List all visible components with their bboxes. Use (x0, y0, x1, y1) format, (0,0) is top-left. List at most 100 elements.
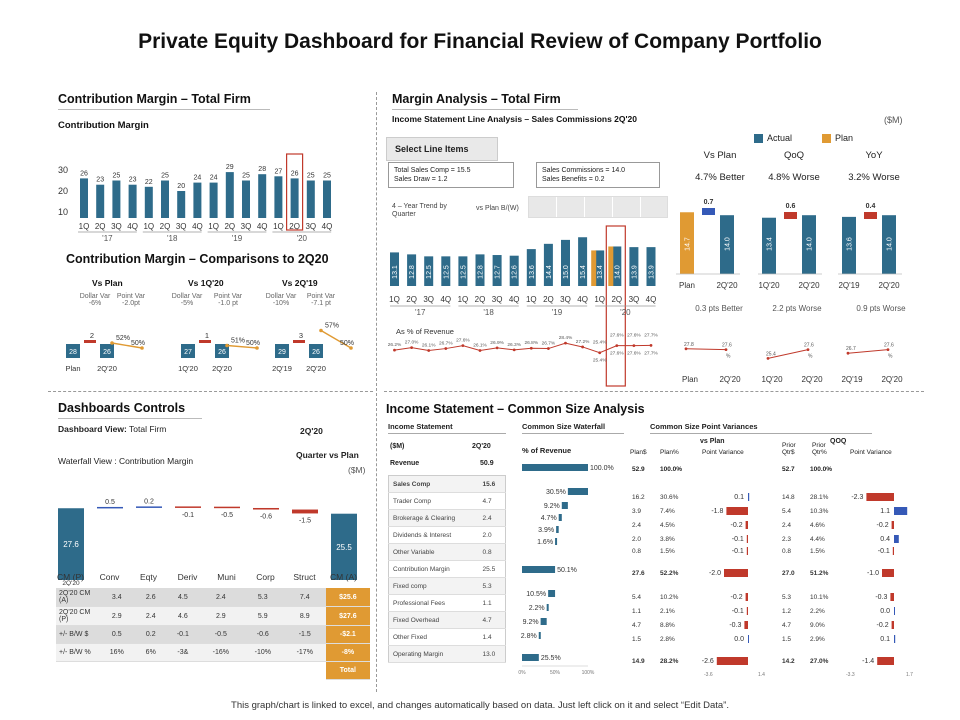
mini-pct-line (685, 348, 727, 351)
dashboard-view: Dashboard View: Total Firm (58, 424, 166, 434)
is-row-label: Operating Margin (388, 645, 479, 663)
cm-ytick: 30 (58, 165, 68, 175)
pct-label-top: 27.6% (627, 333, 641, 339)
is-row-label: Fixed Overhead (388, 611, 479, 629)
cm-xtick: 1Q (208, 222, 219, 231)
sc-bar-label: 15.0 (563, 265, 570, 279)
cmp-xtick: Plan (65, 364, 80, 373)
pv-qoq-label: -0.2 (877, 522, 889, 529)
dashboard-view-value[interactable]: Total Firm (129, 424, 167, 434)
cmp-bar-label: 26 (312, 349, 320, 356)
pv-qoq-bar (894, 635, 896, 643)
pv-plan-label: -0.1 (732, 548, 744, 555)
pv-qoq-bar (894, 507, 908, 515)
actual-swatch (754, 134, 763, 144)
cmp-pct-point (349, 346, 353, 350)
cmp-pct-line (320, 329, 352, 349)
controls-cell: 2.9 (199, 606, 242, 626)
is-row[interactable]: Sales Comp 15.6 (388, 475, 506, 493)
select-line-items-button[interactable]: Select Line Items (386, 137, 498, 161)
pct-mini-lines: 27.8 27.6% Plan 2Q'20 25.4 27.6% 1Q'20 2Q'20 26.… (682, 342, 903, 384)
is-row-label: Professional Fees (388, 594, 479, 612)
cm-xtick: 3Q (241, 222, 252, 231)
pct-label: 26.9% (490, 340, 504, 346)
csw-label: 25.5% (541, 655, 561, 662)
cm-section-title: Contribution Margin – Total Firm (58, 92, 270, 110)
pv-plan-pct: 7.4% (660, 508, 675, 515)
mini-xtick: 2Q'20 (801, 375, 823, 384)
cmp-pct-label: 52% (116, 335, 130, 342)
controls-cell: 16% (98, 643, 136, 662)
mini-pct-point (806, 348, 810, 351)
sc-xtick: 3Q (423, 295, 434, 304)
is-row[interactable]: Operating Margin 13.0 (388, 645, 506, 663)
is-row-value: 4.7 (478, 492, 506, 510)
cmp-bar (181, 344, 195, 358)
sc-bar (561, 239, 570, 286)
cm-bar (112, 180, 121, 218)
rev-prior-pct: 100.0% (810, 466, 833, 473)
pts-yoy: 0.9 pts Worse (856, 304, 906, 313)
panel-bar-label: 14.7 (685, 237, 692, 251)
wf-delta-bar (97, 506, 123, 509)
pv-qoq-label: QOQ (830, 438, 847, 445)
is-row[interactable]: Fixed Overhead 4.7 (388, 611, 506, 629)
is-row-value: 2.0 (478, 526, 506, 544)
dollar-var-3: Dollar Var -10% (265, 293, 297, 307)
is-row[interactable]: Professional Fees 1.1 (388, 594, 506, 612)
csw-label: 4.7% (541, 515, 557, 522)
wf-bar-label: 27.6 (63, 540, 79, 549)
sc-xtick: 3Q (492, 295, 503, 304)
is-row[interactable]: Contribution Margin 25.5 (388, 560, 506, 578)
sc-bar (526, 249, 536, 286)
is-row[interactable]: Dividends & Interest 2.0 (388, 526, 506, 544)
pv-qoq-label: -0.2 (877, 622, 889, 629)
controls-total-button[interactable]: Total (325, 661, 370, 680)
pct-revenue-label: % of Revenue (522, 446, 572, 455)
panel-delta-label: 0.6 (786, 203, 796, 210)
controls-empty-cell (135, 661, 166, 680)
cm-bar (177, 191, 186, 218)
cm-bar-label: 25 (113, 173, 121, 180)
is-row[interactable]: Brokerage & Clearing 2.4 (388, 509, 506, 527)
waterfall-view-value[interactable]: Contribution Margin (118, 456, 194, 466)
is-row[interactable]: Other Variable 0.8 (388, 543, 506, 561)
pv-plan-pct: 30.6% (660, 494, 679, 501)
controls-cell: -0.5 (199, 625, 242, 644)
sc-bar (424, 256, 434, 286)
mini-pct-unit: % (888, 354, 893, 360)
cmp-pct-line (111, 342, 143, 349)
csw-bar (522, 464, 588, 471)
controls-cell: 2.9 (98, 606, 136, 626)
page-title: Private Equity Dashboard for Financial R… (138, 30, 822, 53)
pct-label: 26.7% (542, 341, 556, 347)
pv-prior-dollars: 2.3 (782, 536, 791, 543)
is-revenue-value: 50.9 (480, 460, 494, 467)
is-row[interactable]: Other Fixed 1.4 (388, 628, 506, 646)
sc-bar (629, 247, 639, 286)
is-row-value: 1.1 (478, 594, 506, 612)
is-row[interactable]: Trader Comp 4.7 (388, 492, 506, 510)
pv-qoq-label: -1.0 (867, 570, 879, 577)
dollar-var-1: Dollar Var -6% (79, 293, 111, 307)
pv-qoq-label: 0.1 (880, 636, 890, 643)
point-var-2: Point Var -1.0 pt (213, 293, 243, 307)
waterfall-col: Common Size Waterfall (522, 422, 624, 434)
h-point-variance-2: Point Variance (850, 449, 892, 456)
cm-year-label: '18 (167, 234, 178, 242)
csw-axis-tick: 0% (518, 670, 526, 676)
box1-line1: Total Sales Comp = 15.5 (394, 167, 471, 174)
pv-plan-label: -2.0 (709, 570, 721, 577)
pv-plan-label: -1.8 (711, 508, 723, 515)
pv-plan-dollars: 1.5 (632, 636, 641, 643)
cm-bar (225, 172, 234, 218)
controls-row: +/- B/W $0.5 0.2 -0.1 -0.5 -0.6 -1.5 -$2.1 (56, 625, 370, 644)
pv-vs-plan-label: vs Plan (700, 438, 725, 445)
mini-pct-label: 27.8 (684, 342, 694, 348)
plan-swatch (822, 134, 831, 144)
is-row[interactable]: Fixed comp 5.3 (388, 577, 506, 595)
controls-empty-cell (241, 661, 284, 680)
controls-period[interactable]: 2Q'20 (300, 426, 323, 436)
cm-bar-label: 23 (129, 177, 137, 184)
